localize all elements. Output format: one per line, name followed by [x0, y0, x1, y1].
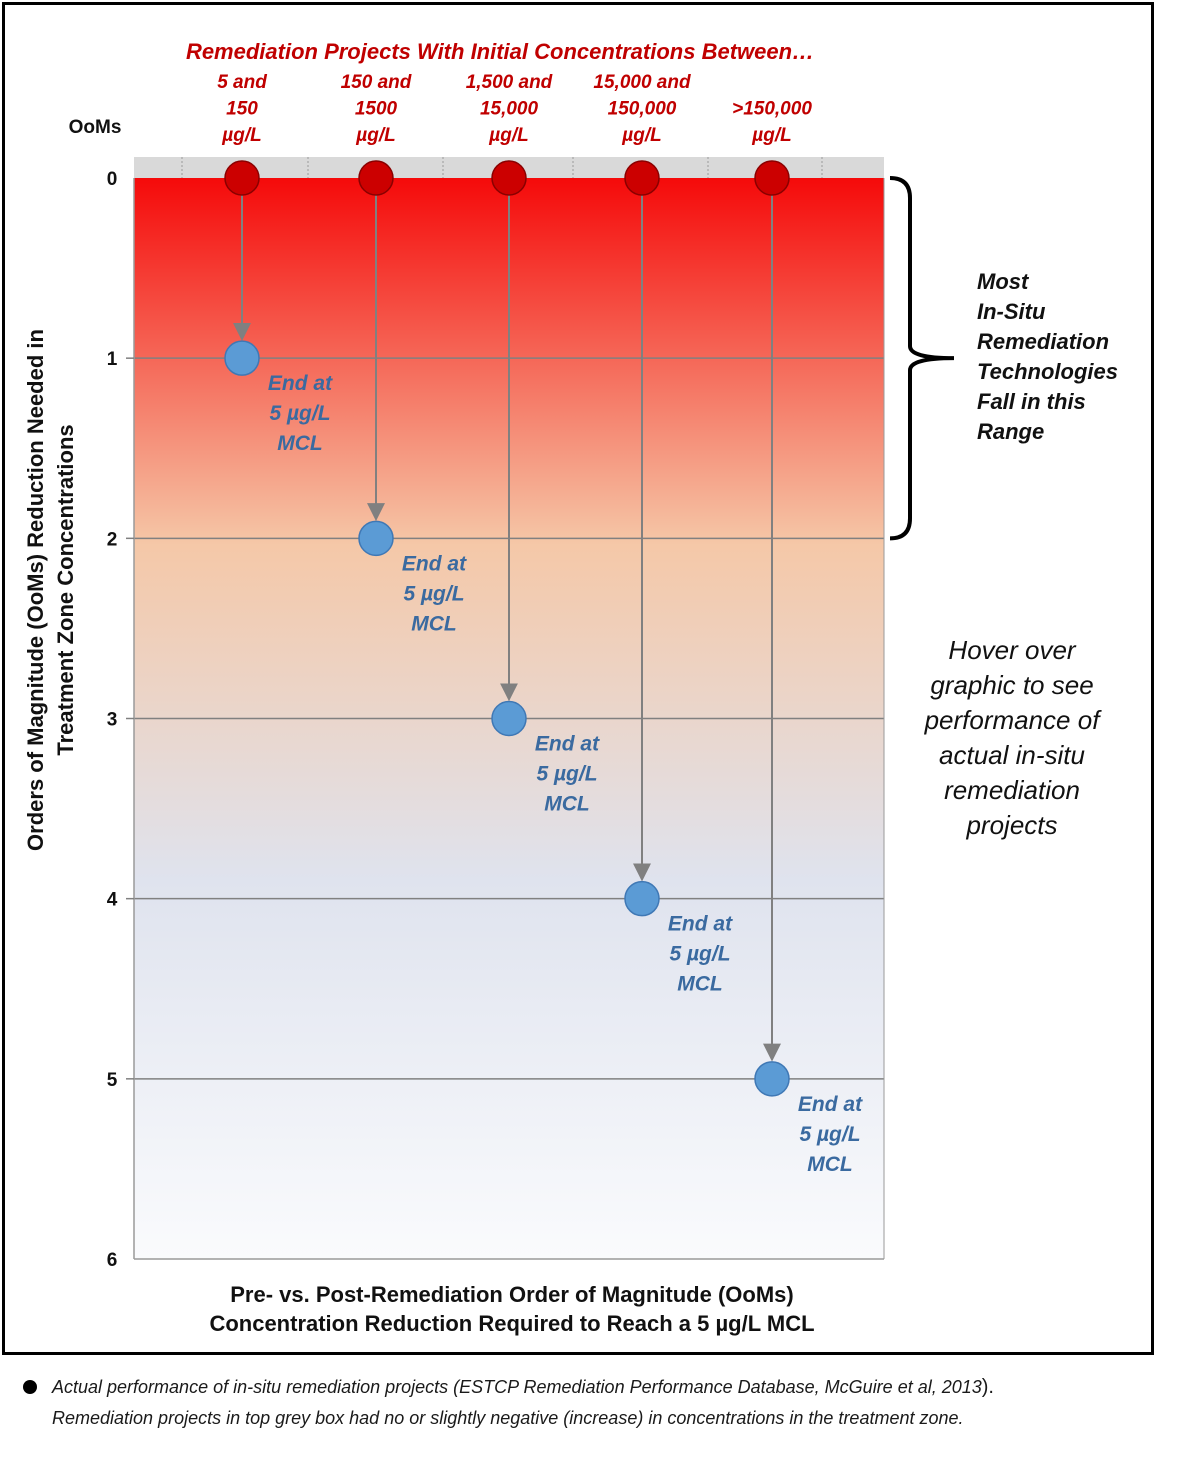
y-tick-label: 3 [107, 710, 118, 731]
end-marker [224, 340, 260, 376]
y-tick-label: 0 [107, 169, 118, 190]
y-tick-label: 4 [107, 890, 118, 911]
category-label: 150,000 [608, 99, 677, 120]
bracket-label: Fall in this [977, 389, 1086, 414]
start-marker [754, 160, 790, 196]
y-axis-header: OoMs [69, 117, 122, 138]
footnote-line-1: Actual performance of in-situ remediatio… [52, 1376, 994, 1398]
category-label: µg/L [621, 125, 661, 146]
end-label: End at [268, 372, 333, 395]
y-axis-label: Treatment Zone Concentrations [53, 424, 78, 755]
start-marker [624, 160, 660, 196]
chart-title: Remediation Projects With Initial Concen… [186, 39, 814, 64]
end-label: 5 µg/L [403, 582, 464, 605]
y-tick-label: 1 [107, 349, 118, 370]
hover-note: actual in-situ [939, 740, 1085, 770]
end-label: 5 µg/L [269, 402, 330, 425]
y-tick-label: 6 [107, 1250, 118, 1271]
category-label: µg/L [751, 125, 791, 146]
category-label: 150 and [341, 72, 412, 93]
bracket-label: Range [977, 419, 1044, 444]
y-tick-label: 2 [107, 529, 118, 550]
category-label: 1,500 and [466, 72, 553, 93]
y-tick-label: 5 [107, 1070, 118, 1091]
end-marker [624, 880, 660, 917]
end-label: MCL [807, 1153, 853, 1176]
bracket-label: Technologies [977, 359, 1118, 384]
legend-bullet-icon [23, 1380, 37, 1394]
y-axis-label: Orders of Magnitude (OoMs) Reduction Nee… [23, 329, 48, 851]
hover-note: graphic to see [930, 670, 1093, 700]
end-label: End at [668, 913, 733, 936]
end-marker [754, 1061, 790, 1097]
footnote-line-2: Remediation projects in top grey box had… [52, 1408, 964, 1428]
end-label: End at [402, 552, 467, 575]
y-axis-label-group: Orders of Magnitude (OoMs) Reduction Nee… [23, 329, 78, 851]
x-axis-label: Pre- vs. Post-Remediation Order of Magni… [230, 1282, 794, 1307]
end-label: End at [798, 1093, 863, 1116]
hover-note: Hover over [948, 635, 1076, 665]
end-label: End at [535, 733, 600, 756]
start-marker [491, 160, 527, 196]
bracket-label: Remediation [977, 329, 1109, 354]
end-label: MCL [677, 973, 723, 996]
category-label: 15,000 [480, 99, 539, 120]
start-marker [224, 160, 260, 196]
start-marker [358, 160, 394, 196]
category-label: >150,000 [732, 99, 812, 120]
category-label: 150 [226, 99, 258, 120]
end-label: 5 µg/L [799, 1123, 860, 1146]
category-label: 1500 [355, 99, 398, 120]
category-label: 15,000 and [593, 72, 691, 93]
category-label: µg/L [355, 125, 395, 146]
bracket-label: In-Situ [977, 299, 1046, 324]
end-label: 5 µg/L [536, 763, 597, 786]
end-label: 5 µg/L [669, 943, 730, 966]
category-label: µg/L [221, 125, 261, 146]
end-marker [358, 520, 394, 557]
hover-note: remediation [944, 775, 1080, 805]
chart-frame [2, 2, 1154, 1355]
bracket-label: Most [977, 269, 1030, 294]
end-label: MCL [544, 793, 590, 816]
category-label: µg/L [488, 125, 528, 146]
end-label: MCL [277, 432, 323, 455]
end-marker [491, 700, 527, 737]
range-bracket [889, 176, 955, 541]
end-label: MCL [411, 612, 457, 635]
category-label: 5 and [217, 72, 267, 93]
hover-note: performance of [924, 705, 1103, 735]
hover-note: projects [965, 810, 1057, 840]
x-axis-label: Concentration Reduction Required to Reac… [209, 1311, 814, 1336]
